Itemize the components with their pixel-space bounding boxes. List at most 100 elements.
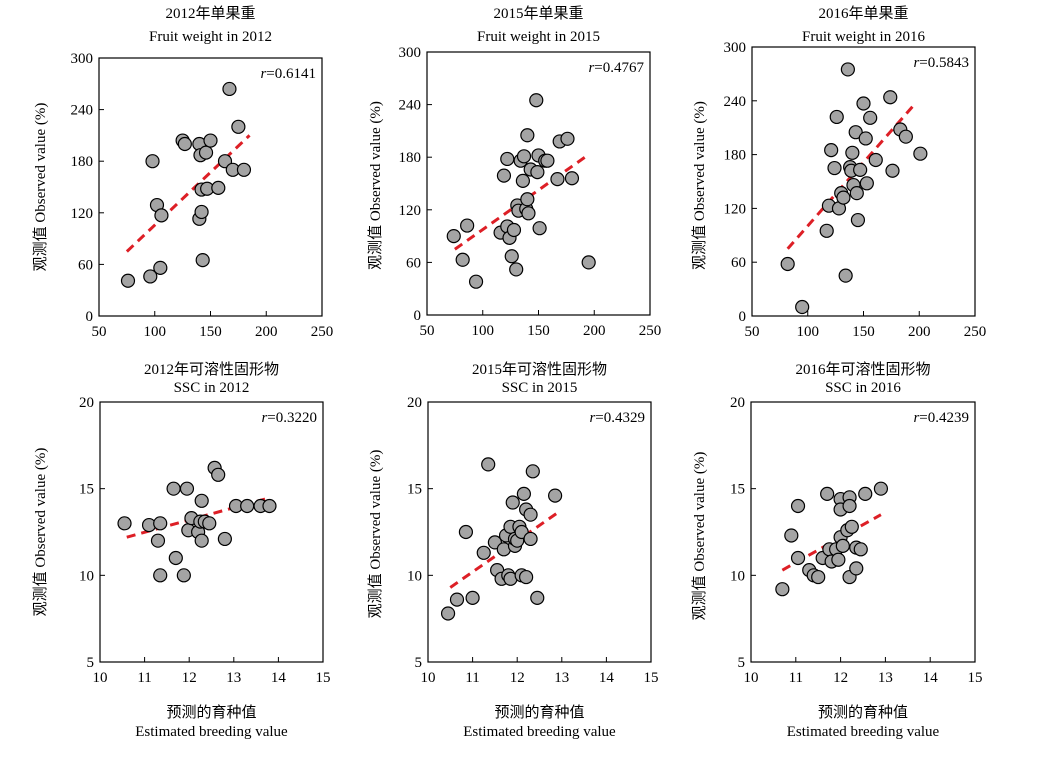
data-point xyxy=(211,467,226,482)
y-axis-label: 观测值 Observed value (%) xyxy=(367,450,384,619)
data-point xyxy=(153,568,168,583)
data-point xyxy=(458,524,474,540)
y-tick-label: 0 xyxy=(414,308,422,324)
data-point xyxy=(829,109,844,125)
data-point xyxy=(231,119,246,134)
x-tick-label: 14 xyxy=(923,670,939,686)
x-tick-label: 250 xyxy=(639,323,662,339)
x-tick-label: 150 xyxy=(527,323,550,339)
data-point xyxy=(775,582,790,597)
data-point xyxy=(525,464,540,479)
data-point xyxy=(868,152,883,168)
y-tick-label: 120 xyxy=(399,203,422,219)
data-point xyxy=(195,253,210,268)
data-point xyxy=(853,542,868,557)
panel-2: 2015年单果重 Fruit weight in 2015 观测值 Observed… xyxy=(367,5,661,339)
x-tick-label: 100 xyxy=(797,324,820,340)
data-point xyxy=(853,162,868,177)
plot-frame xyxy=(750,401,976,663)
data-point xyxy=(166,481,181,496)
data-point xyxy=(523,531,538,547)
data-point xyxy=(858,131,873,146)
data-point xyxy=(521,206,536,221)
x-tick-label: 12 xyxy=(833,670,848,686)
data-point xyxy=(217,531,232,547)
data-point xyxy=(530,590,545,605)
data-point xyxy=(885,163,900,178)
x-tick-label: 100 xyxy=(144,324,167,340)
data-point xyxy=(519,569,534,585)
chart-title-en: SSC in 2015 xyxy=(502,380,578,396)
data-point xyxy=(835,538,850,553)
x-axis-label-en: Estimated breeding value xyxy=(135,724,288,740)
correlation-label: r=0.4239 xyxy=(913,410,969,426)
chart-title-en: Fruit weight in 2016 xyxy=(802,29,925,45)
y-tick-label: 60 xyxy=(731,255,746,271)
x-axis-label-en: Estimated breeding value xyxy=(463,724,616,740)
data-point xyxy=(177,136,192,152)
data-point xyxy=(446,229,461,244)
y-tick-label: 20 xyxy=(407,395,422,411)
correlation-symbol: r xyxy=(589,410,595,426)
x-tick-label: 10 xyxy=(421,670,436,686)
chart-title-en: SSC in 2012 xyxy=(174,380,250,396)
y-tick-label: 0 xyxy=(86,309,94,325)
chart-title-cn: 2016年可溶性固形物 xyxy=(795,361,930,378)
x-tick-label: 10 xyxy=(93,670,108,686)
y-tick-label: 20 xyxy=(730,395,745,411)
data-point xyxy=(500,151,515,167)
x-tick-label: 12 xyxy=(182,670,197,686)
panel-1: 2012年单果重 Fruit weight in 2012 观测值 Observed… xyxy=(32,5,333,340)
data-point xyxy=(176,568,191,583)
y-tick-label: 10 xyxy=(407,568,422,584)
correlation-value: =0.4767 xyxy=(594,60,644,76)
panel-6: 2016年可溶性固形物 SSC in 2016 观测值 Observed value… xyxy=(691,361,983,740)
y-tick-label: 180 xyxy=(71,154,94,170)
chart-title-en: Fruit weight in 2012 xyxy=(149,29,272,45)
x-tick-label: 11 xyxy=(465,670,479,686)
data-point xyxy=(790,550,806,566)
data-point xyxy=(849,186,864,201)
data-point xyxy=(145,154,160,169)
y-axis-label: 观测值 Observed value (%) xyxy=(691,452,708,621)
y-tick-label: 5 xyxy=(738,655,746,671)
x-tick-label: 250 xyxy=(964,324,987,340)
data-point xyxy=(898,129,913,144)
data-point xyxy=(179,481,195,496)
y-tick-label: 15 xyxy=(407,482,422,498)
data-point xyxy=(153,260,168,275)
correlation-label: r=0.6141 xyxy=(260,66,316,82)
x-tick-label: 200 xyxy=(583,323,606,339)
x-tick-label: 14 xyxy=(271,670,287,686)
trend-line xyxy=(125,134,251,253)
data-point xyxy=(780,256,795,272)
data-point xyxy=(154,208,169,223)
data-point xyxy=(523,507,538,522)
y-tick-label: 5 xyxy=(87,655,95,671)
chart-title-en: SSC in 2016 xyxy=(825,380,901,396)
y-tick-label: 0 xyxy=(739,309,747,325)
correlation-label: r=0.3220 xyxy=(261,410,317,426)
y-axis-label: 观测值 Observed value (%) xyxy=(367,101,384,270)
data-point xyxy=(790,498,806,514)
y-axis-label: 观测值 Observed value (%) xyxy=(32,103,49,272)
data-point xyxy=(856,96,871,111)
y-tick-label: 240 xyxy=(71,103,94,119)
data-point xyxy=(117,516,132,531)
x-axis-label-cn: 预测的育种值 xyxy=(818,704,908,721)
data-point xyxy=(449,592,465,607)
data-point xyxy=(198,145,214,160)
x-axis-label-en: Estimated breeding value xyxy=(787,724,940,740)
data-point xyxy=(143,269,158,284)
correlation-label: r=0.4767 xyxy=(588,60,644,76)
data-point xyxy=(913,146,928,161)
y-tick-label: 15 xyxy=(730,482,745,498)
data-point xyxy=(262,498,277,514)
y-tick-label: 240 xyxy=(399,98,422,114)
data-point xyxy=(540,153,555,168)
panel-3: 2016年单果重 Fruit weight in 2016 观测值 Observed… xyxy=(691,5,986,340)
data-point xyxy=(194,204,209,220)
chart-title-cn: 2012年可溶性固形物 xyxy=(144,361,279,378)
y-tick-label: 300 xyxy=(71,51,94,67)
y-tick-label: 10 xyxy=(79,568,94,584)
